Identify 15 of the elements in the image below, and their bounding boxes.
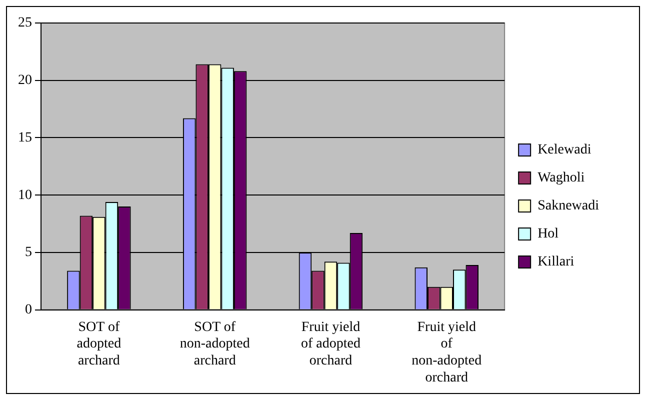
y-tick-label: 15: [18, 130, 32, 146]
y-tick-label: 20: [18, 73, 32, 88]
y-tick-label: 10: [18, 188, 32, 203]
y-tick-label: 0: [25, 302, 32, 318]
x-tick-label: Fruit yield of non-adopted orchard: [412, 320, 482, 386]
legend-label: Killari: [538, 254, 574, 270]
y-tick-label: 25: [18, 16, 32, 31]
y-tick-label: 5: [25, 245, 32, 260]
x-tick-label: Fruit yield of adopted orchard: [300, 320, 360, 368]
legend-label: Saknewadi: [538, 198, 600, 214]
x-tick-label: SOT of adopted archard: [76, 320, 122, 368]
legend-label: Wagholi: [538, 170, 585, 186]
x-tick-label: SOT of non-adopted archard: [180, 320, 250, 368]
legend-label: Hol: [538, 226, 559, 242]
legend-label: Kelewadi: [538, 142, 592, 158]
